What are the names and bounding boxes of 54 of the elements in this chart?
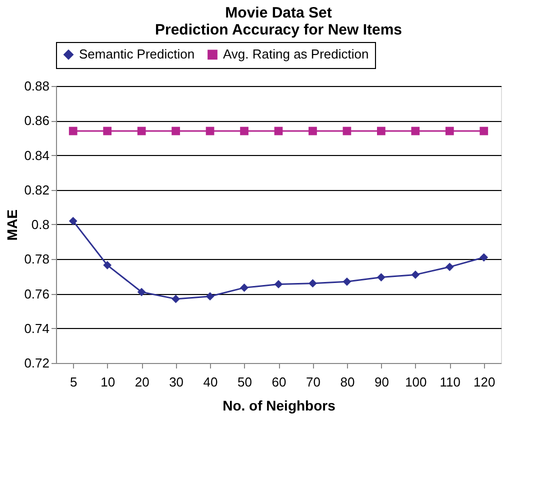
point (445, 262, 454, 272)
point (480, 253, 488, 262)
point (480, 126, 488, 136)
x-tick-label: 50 (238, 374, 252, 390)
text: Movie Data Set (225, 4, 332, 22)
point (240, 284, 248, 292)
point (377, 273, 386, 282)
point (411, 126, 420, 136)
point (308, 126, 317, 136)
point (274, 280, 283, 288)
y-tick-label: 0.88 (24, 78, 50, 94)
point (137, 288, 146, 296)
point (342, 277, 352, 286)
y-tick-label: 0.74 (24, 320, 50, 336)
point (206, 292, 214, 301)
legend-label: Avg. Rating as Prediction (223, 46, 369, 62)
legend-label: Semantic Prediction (79, 46, 195, 62)
x-tick-label: 60 (272, 374, 286, 390)
x-tick-label: 120 (474, 374, 496, 390)
point (137, 126, 146, 136)
x-tick-label: 10 (100, 374, 116, 390)
x-axis-title: No. of Neighbors (222, 398, 336, 414)
y-tick-label: 0.86 (24, 113, 50, 128)
y-tick-label: 0.8 (31, 217, 50, 232)
x-tick-label: 90 (374, 374, 389, 390)
point (411, 270, 420, 279)
x-tick-label: 20 (134, 374, 150, 390)
point (308, 279, 317, 288)
point (103, 126, 112, 136)
point (68, 126, 78, 136)
text: Prediction Accuracy for New Items (154, 22, 402, 38)
y-tick-label: 0.72 (24, 356, 50, 370)
point (240, 126, 248, 136)
y-tick-label: 0.76 (24, 286, 50, 302)
x-tick-label: 70 (306, 374, 320, 390)
y-tick-label: 0.84 (24, 148, 50, 163)
point (377, 126, 386, 136)
x-tick-label: 110 (440, 374, 461, 390)
point (206, 126, 214, 136)
y-tick-label: 0.82 (24, 182, 50, 198)
x-tick-label: 5 (70, 374, 78, 390)
y-tick-label: 0.78 (24, 252, 50, 267)
x-tick-label: 80 (340, 374, 355, 390)
point (172, 294, 180, 304)
point (342, 126, 352, 136)
point (68, 216, 78, 226)
point (172, 126, 180, 136)
y-axis-title: MAE (4, 209, 20, 241)
x-tick-label: 30 (169, 374, 184, 390)
x-tick-label: 100 (405, 374, 427, 390)
point (445, 126, 454, 136)
x-tick-label: 40 (203, 374, 218, 390)
point (103, 261, 112, 270)
point (274, 126, 283, 136)
